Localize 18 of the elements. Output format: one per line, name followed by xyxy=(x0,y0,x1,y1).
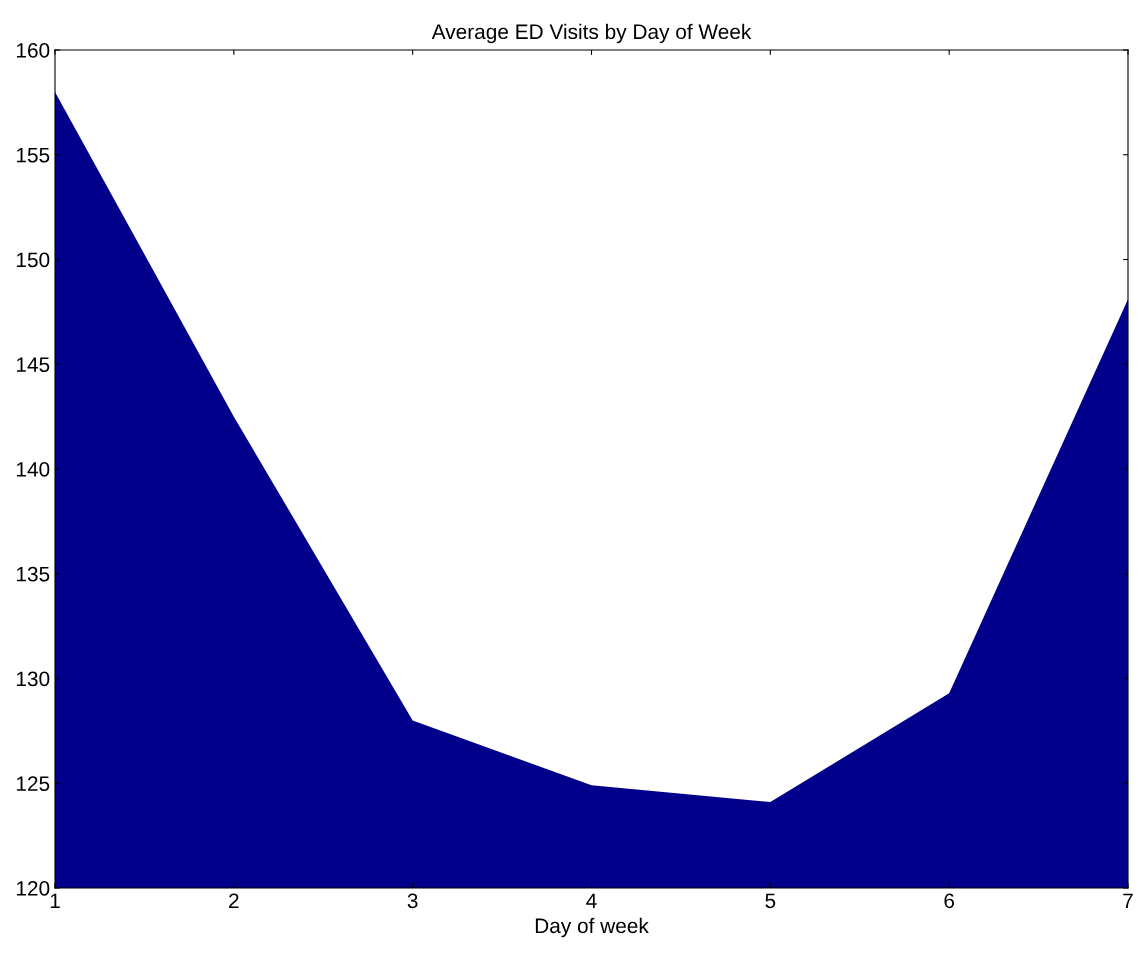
y-tick-label: 145 xyxy=(16,357,50,372)
x-tick-label: 3 xyxy=(407,893,418,909)
y-tick-label: 125 xyxy=(16,776,50,791)
y-tick-label: 160 xyxy=(16,43,50,58)
x-tick-label: 5 xyxy=(765,893,776,909)
y-tick-label: 140 xyxy=(16,462,50,477)
y-tick-label: 120 xyxy=(16,881,50,896)
x-tick-label: 6 xyxy=(944,893,955,909)
x-axis-title: Day of week xyxy=(535,917,649,938)
chart-title: Average ED Visits by Day of Week xyxy=(431,23,752,44)
y-tick-label: 135 xyxy=(16,566,50,582)
y-tick-label: 155 xyxy=(16,147,50,163)
y-tick-label: 130 xyxy=(16,671,50,687)
x-tick-label: 2 xyxy=(229,893,239,908)
y-tick-label: 150 xyxy=(16,252,50,268)
x-tick-label: 1 xyxy=(50,893,60,908)
x-tick-label: 4 xyxy=(586,893,597,908)
x-tick-label: 7 xyxy=(1123,893,1133,908)
